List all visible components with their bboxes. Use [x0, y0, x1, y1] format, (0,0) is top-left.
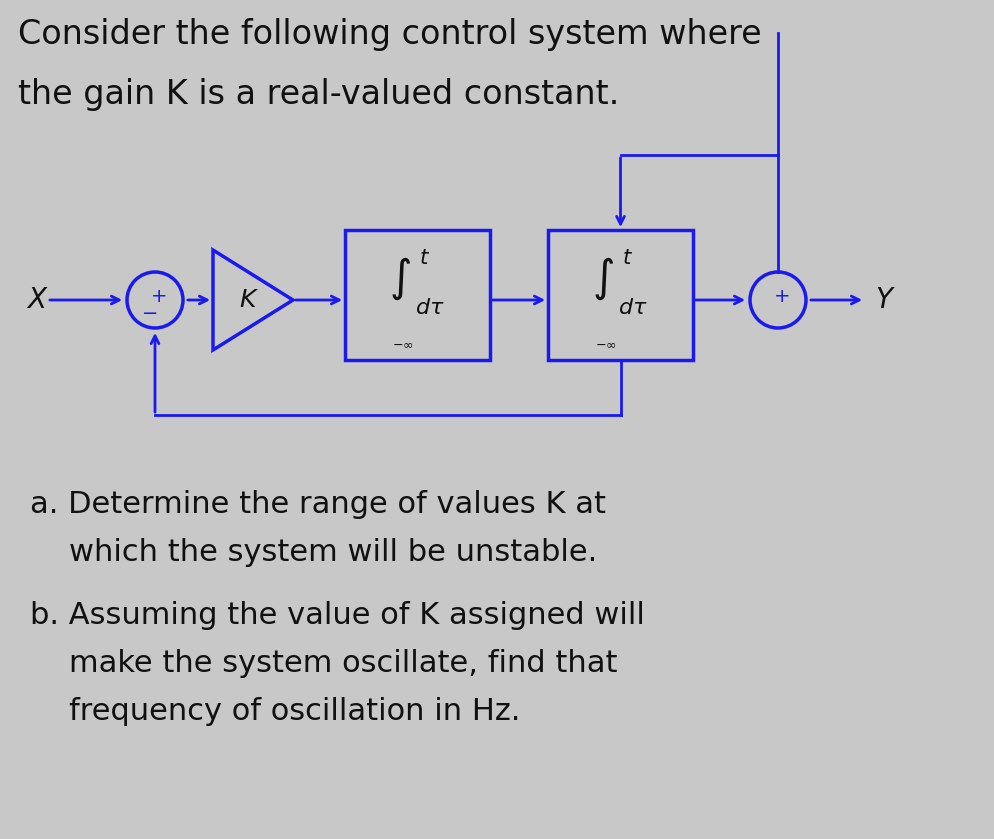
Text: $\int^{\,t}$: $\int^{\,t}$ [592, 248, 633, 303]
Text: the gain K is a real-valued constant.: the gain K is a real-valued constant. [18, 78, 619, 111]
Text: +: + [151, 286, 167, 305]
Text: Y: Y [875, 286, 892, 314]
Text: $\int^{\,t}$: $\int^{\,t}$ [389, 248, 430, 303]
Text: +: + [773, 286, 790, 305]
Text: $_{-\infty}$: $_{-\infty}$ [594, 331, 616, 349]
Text: $d\tau$: $d\tau$ [414, 298, 444, 318]
Text: −: − [142, 305, 158, 324]
Text: make the system oscillate, find that: make the system oscillate, find that [30, 649, 617, 678]
Text: Consider the following control system where: Consider the following control system wh… [18, 18, 761, 51]
Bar [345, 230, 490, 360]
Text: b. Assuming the value of K assigned will: b. Assuming the value of K assigned will [30, 601, 645, 630]
Text: a. Determine the range of values K at: a. Determine the range of values K at [30, 490, 606, 519]
Text: X: X [27, 286, 46, 314]
Text: $d\tau$: $d\tau$ [617, 298, 647, 318]
Text: frequency of oscillation in Hz.: frequency of oscillation in Hz. [30, 697, 521, 726]
Text: which the system will be unstable.: which the system will be unstable. [30, 538, 597, 567]
Text: K: K [240, 288, 256, 312]
Text: $_{-\infty}$: $_{-\infty}$ [392, 331, 414, 349]
Bar [548, 230, 693, 360]
